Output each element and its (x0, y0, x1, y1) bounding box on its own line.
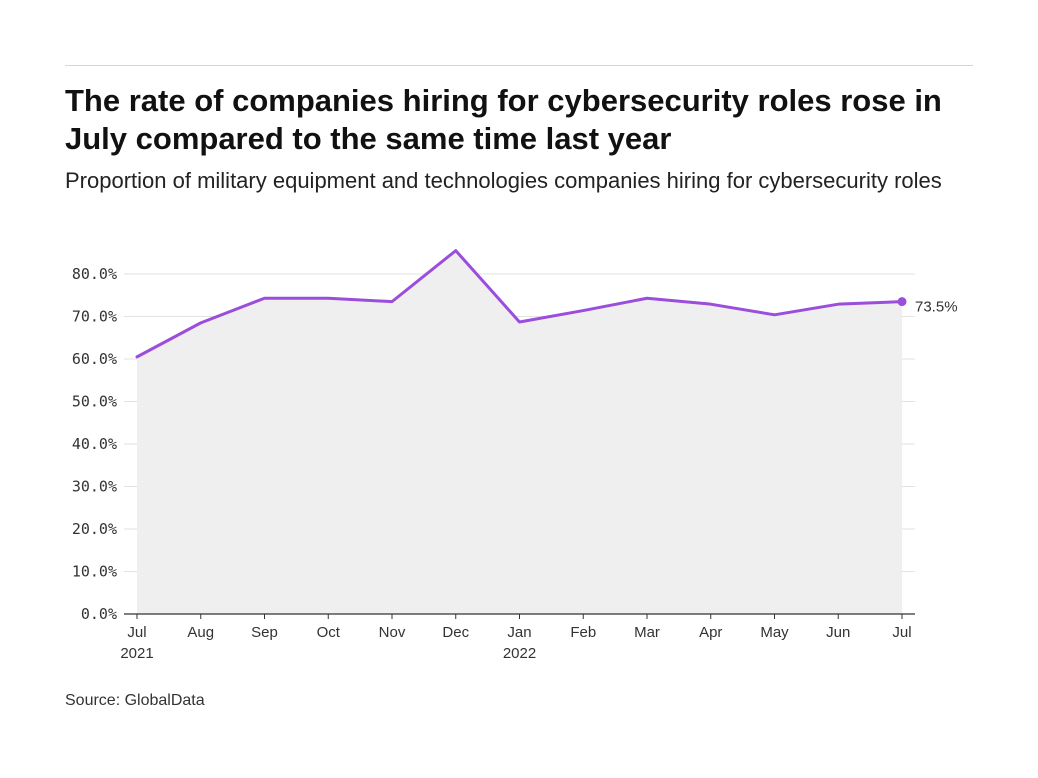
series-line (135, 249, 904, 359)
source-note: Source: GlobalData (65, 692, 205, 709)
x-tick-label: Aug (187, 624, 214, 641)
chart-title: The rate of companies hiring for cyberse… (65, 83, 942, 156)
x-tick-label: Oct (317, 624, 341, 641)
y-tick-label: 40.0% (72, 435, 117, 453)
y-tick-label: 10.0% (72, 563, 117, 581)
x-tick-label: Jul (892, 624, 911, 641)
y-axis-ticks: 0.0% 10.0% 20.0% 30.0% 40.0% 50.0% 60.0% 70.0% 8… (72, 265, 117, 623)
end-point-marker (897, 297, 907, 307)
area-layer (137, 250, 902, 614)
x-tick-year-label: 2022 (503, 645, 536, 662)
y-tick-label: 20.0% (72, 520, 117, 538)
chart-subtitle: Proportion of military equipment and tec… (65, 168, 942, 193)
x-tick-label: Dec (442, 624, 469, 641)
data-label-layer: 73.5% (915, 299, 958, 316)
series-area (137, 250, 902, 614)
y-tick-label: 50.0% (72, 393, 117, 411)
x-tick-label: Jul (127, 624, 146, 641)
y-tick-label: 80.0% (72, 265, 117, 283)
x-axis (124, 613, 915, 619)
x-tick-label: Nov (379, 624, 406, 641)
x-tick-label: Sep (251, 624, 278, 641)
x-tick-label: Jun (826, 624, 850, 641)
x-tick-year-label: 2021 (120, 645, 153, 662)
y-tick-label: 30.0% (72, 478, 117, 496)
series-line-layer (135, 249, 907, 359)
end-value-label: 73.5% (915, 299, 958, 316)
x-tick-label: Mar (634, 624, 660, 641)
y-tick-label: 60.0% (72, 350, 117, 368)
x-tick-label: May (760, 624, 789, 641)
x-axis-ticks: Jul 2021 Aug Sep Oct Nov Dec Jan 2022 Feb Mar Apr Ma… (120, 624, 911, 662)
top-divider (65, 65, 973, 66)
y-tick-label: 0.0% (81, 605, 117, 623)
x-tick-label: Apr (699, 624, 722, 641)
x-tick-label: Feb (570, 624, 596, 641)
y-tick-label: 70.0% (72, 308, 117, 326)
x-tick-label: Jan (507, 624, 531, 641)
